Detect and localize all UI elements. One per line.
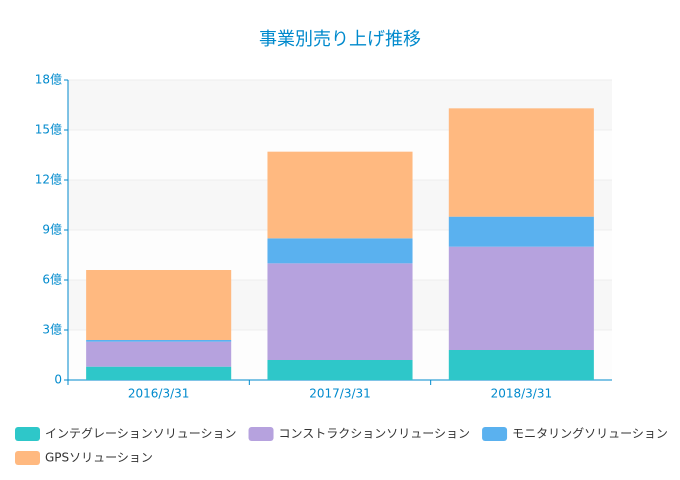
bar-segment [267, 360, 413, 380]
legend-label: コンストラクションソリューション [279, 427, 471, 441]
y-tick-label: 0 [54, 373, 62, 387]
bar-segment [86, 340, 232, 342]
y-tick-label: 9億 [42, 223, 62, 237]
x-tick-label: 2018/3/31 [491, 387, 553, 401]
y-tick-label: 3億 [42, 323, 62, 337]
bar-segment [86, 270, 232, 340]
legend-swatch [15, 451, 40, 465]
bar-segment [448, 108, 594, 217]
bar-segment [267, 151, 413, 239]
y-tick-label: 12億 [35, 173, 62, 187]
bar-segment [267, 238, 413, 264]
legend-swatch [482, 427, 508, 441]
legend-label: GPSソリューション [45, 451, 153, 465]
bar-segment [448, 246, 594, 350]
y-tick-label: 15億 [35, 123, 62, 137]
legend-swatch [248, 427, 274, 441]
x-tick-label: 2017/3/31 [309, 387, 371, 401]
bar-segment [86, 341, 232, 367]
bar-segment [267, 263, 413, 360]
legend-swatch [15, 427, 40, 441]
legend-label: インテグレーションソリューション [45, 427, 237, 441]
y-tick-label: 6億 [42, 273, 62, 287]
chart-title: 事業別売り上げ推移 [259, 29, 421, 50]
y-tick-label: 18億 [35, 73, 62, 87]
bar-segment [86, 366, 232, 380]
x-tick-label: 2016/3/31 [128, 387, 190, 401]
legend-label: モニタリングソリューション [512, 427, 668, 441]
bar-segment [448, 350, 594, 380]
bar-segment [448, 216, 594, 247]
